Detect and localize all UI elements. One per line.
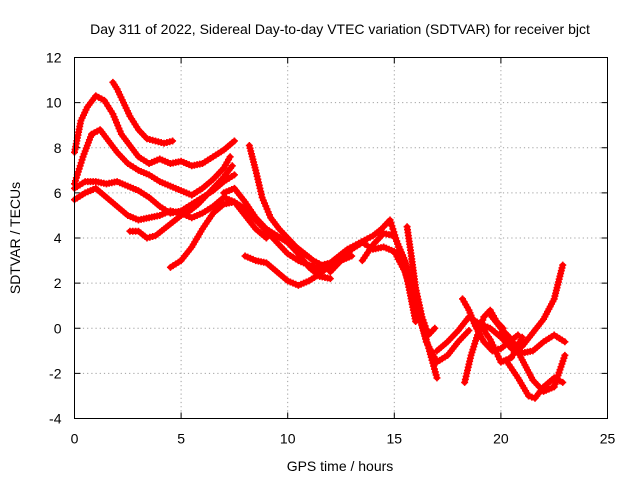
x-tick-label: 25: [600, 431, 616, 447]
series-markers: [241, 252, 334, 289]
data-series: [71, 78, 569, 402]
y-tick-label: -2: [49, 365, 62, 381]
y-tick-label: 2: [54, 275, 62, 291]
series-markers: [503, 358, 567, 402]
plot-frame: [74, 57, 608, 419]
x-tick-label: 20: [493, 431, 509, 447]
series-markers: [326, 239, 441, 382]
y-tick-label: 6: [54, 185, 62, 201]
y-tick-label: 12: [46, 50, 62, 66]
y-tick-label: 8: [54, 140, 62, 156]
series-markers: [109, 78, 177, 147]
series-track-17: [476, 261, 567, 353]
y-tick-label: 4: [54, 230, 62, 246]
y-tick-label: -4: [49, 411, 62, 427]
y-tick-label: 0: [54, 320, 62, 336]
series-track-10: [241, 252, 334, 289]
series-track-13: [403, 223, 439, 339]
tick-labels: 0 5 10 15 20 25 -4 -2 0 2 4 6 8 10 12: [46, 50, 616, 447]
chart-title: Day 311 of 2022, Sidereal Day-to-day VTE…: [90, 21, 590, 37]
series-markers: [403, 223, 439, 339]
grid-lines: [74, 57, 608, 419]
x-tick-label: 5: [177, 431, 185, 447]
series-track-6: [126, 162, 236, 242]
series-track-19: [497, 329, 569, 357]
series-markers: [126, 162, 236, 242]
x-tick-label: 15: [387, 431, 403, 447]
series-markers: [497, 329, 569, 357]
x-axis-label: GPS time / hours: [287, 458, 394, 474]
y-tick-label: 10: [46, 95, 62, 111]
series-track-5: [109, 78, 177, 147]
series-track-20: [503, 358, 567, 402]
series-track-11: [326, 239, 441, 382]
y-axis-label: SDTVAR / TECUs: [7, 182, 23, 294]
x-tick-label: 10: [280, 431, 296, 447]
x-tick-label: 0: [71, 431, 79, 447]
